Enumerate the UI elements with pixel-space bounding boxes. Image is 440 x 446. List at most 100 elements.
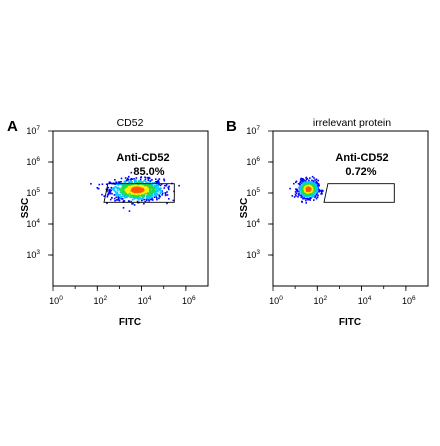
event-dot [158,195,161,198]
event-dot [129,183,131,186]
event-dot [143,202,145,205]
event-dot [313,199,315,201]
event-dot [165,183,168,186]
event-dot [311,175,314,178]
event-dot [129,193,132,195]
event-dot [309,197,311,199]
x-tick-label: 100 [269,295,283,306]
event-dots-a [90,171,180,212]
event-dot [314,193,316,196]
event-dot [125,186,128,188]
event-dot [166,194,169,196]
event-dot [128,175,130,178]
event-dot [120,181,122,183]
event-dot [144,193,146,195]
event-dot [310,197,312,199]
x-tick-label: 100 [49,295,63,306]
event-dot [147,182,150,184]
event-dot [154,185,157,188]
event-dot [132,202,134,205]
event-dot [133,198,136,200]
x-tick-label: 106 [402,295,416,306]
event-dot [315,180,318,183]
event-dot [115,196,118,199]
event-dot [317,194,319,197]
event-dot [106,190,109,192]
event-dot [302,191,305,194]
event-dot [296,190,299,193]
event-dot [144,190,147,192]
event-dot [145,187,147,189]
event-dot [314,196,316,199]
event-dot [137,188,139,191]
event-dot [301,186,303,189]
event-dot [156,197,158,199]
event-dot [157,186,159,189]
event-dot [116,195,119,197]
event-dot [101,183,104,185]
event-dot [119,191,122,194]
event-dot [150,196,153,199]
event-dot [129,191,132,194]
event-dot [164,192,167,194]
event-dot [315,178,318,181]
event-dot [103,195,105,197]
event-dot [140,193,143,196]
event-dot [147,195,150,198]
y-tick-label: 107 [246,125,260,136]
y-axis-label-b: SSC [239,198,250,219]
event-dot [150,194,152,196]
event-dot [300,182,303,185]
event-dot [302,197,304,200]
event-dot [300,194,303,196]
event-dot [108,191,111,193]
event-dot [135,184,137,187]
event-dot [133,204,136,206]
event-dot [142,198,144,200]
event-dot [128,210,131,212]
event-dot [148,189,150,191]
event-dot [118,199,121,202]
event-dot [317,183,319,185]
event-dot [151,182,154,184]
event-dot [299,184,301,186]
event-dot [109,191,112,193]
event-dot [117,184,120,187]
event-dot [147,197,149,199]
event-dot [295,195,297,197]
event-dot [146,194,148,197]
event-dot [148,197,151,200]
event-dot [305,190,307,192]
event-dot [291,195,294,197]
event-dot [147,188,149,190]
event-dot [149,182,151,184]
event-dot [143,198,145,201]
event-dot [125,196,128,198]
event-dot [316,185,319,188]
event-dot [141,198,143,200]
event-dot [300,177,302,180]
x-tick-label: 106 [182,295,196,306]
event-dot [148,177,151,180]
event-dot [123,196,126,199]
panel-letter-a: A [7,118,18,135]
event-dot [151,193,153,196]
event-dot [133,181,136,184]
event-dot [155,187,158,190]
event-dot [138,198,140,201]
event-dot [113,187,115,190]
event-dot [147,192,149,194]
event-dot [135,191,138,193]
event-dot [149,185,151,187]
event-dot [115,199,118,201]
event-dot [125,179,128,182]
gate-name-a: Anti-CD52 [116,152,169,164]
event-dot [149,198,152,201]
event-dot [135,177,138,179]
event-dot [106,195,109,198]
event-dot [140,181,143,184]
event-dot [303,193,305,196]
event-dot [152,182,155,184]
gate-percent-a: 85.0% [133,166,164,178]
